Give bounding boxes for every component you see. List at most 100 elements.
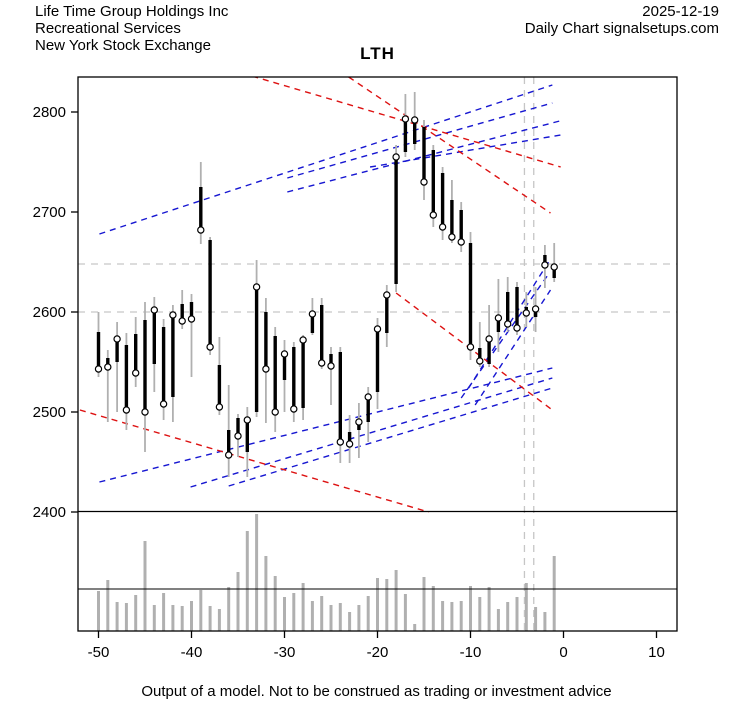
close-marker (355, 418, 363, 426)
close-marker (383, 291, 391, 299)
ohlc-bar (438, 167, 447, 240)
close-marker (420, 178, 428, 186)
ohlc-bar (345, 415, 354, 463)
ohlc-bar (308, 298, 317, 335)
ohlc-bar (355, 403, 363, 458)
close-marker (448, 233, 456, 241)
x-tick-label: 10 (648, 644, 665, 661)
ohlc-bar (327, 347, 335, 405)
close-marker (234, 432, 242, 440)
close-marker (541, 261, 549, 269)
close-marker (113, 335, 121, 343)
ohlc-bar (178, 290, 186, 329)
close-marker (197, 226, 205, 234)
close-marker (159, 400, 168, 408)
blue-trendline (468, 261, 550, 389)
ohlc-bar (401, 94, 410, 157)
y-axis: 2400 2500 2600 2700 2800 (33, 104, 78, 521)
ohlc-bar (383, 285, 391, 347)
reference-lines (78, 77, 677, 631)
blue-trendline (228, 387, 553, 487)
blue-trendline (190, 377, 553, 488)
close-marker (485, 335, 493, 343)
ohlc-bar (485, 305, 493, 367)
blue-trendline (99, 84, 553, 235)
ohlc-bar (476, 322, 484, 367)
y-tick-label: 2400 (33, 504, 66, 521)
close-marker (466, 343, 475, 351)
disclaimer-text: Output of a model. Not to be construed a… (141, 683, 612, 700)
blue-trendline (460, 273, 550, 399)
ohlc-bar (411, 92, 419, 150)
ohlc-bar (141, 302, 149, 452)
ohlc-bar (429, 145, 437, 227)
ohlc-bar (531, 287, 540, 332)
close-marker (169, 311, 177, 319)
close-marker (457, 238, 465, 246)
close-marker (94, 365, 103, 373)
chart-source: Daily Chart signalsetups.com (524, 20, 719, 37)
ohlc-bar (299, 335, 307, 420)
close-marker (299, 336, 307, 344)
header-right: 2025-12-19 Daily Chart signalsetups.com (525, 3, 719, 37)
ohlc-bar (94, 312, 103, 377)
blue-trendline (287, 119, 564, 193)
close-marker (308, 310, 317, 318)
industry-name: Recreational Services (35, 20, 181, 37)
x-tick-label: -30 (274, 644, 296, 661)
red-trendline (252, 77, 561, 168)
close-marker (336, 438, 344, 446)
close-marker (327, 362, 335, 370)
ohlc-bar (448, 180, 456, 243)
ohlc-bar (206, 237, 214, 355)
close-marker (187, 315, 196, 323)
ohlc-bar (243, 407, 251, 477)
blue-trendline (287, 102, 553, 179)
exchange-name: New York Stock Exchange (35, 37, 211, 54)
ohlc-bar (504, 277, 512, 332)
ohlc-bar (494, 279, 503, 352)
x-tick-label: -50 (88, 644, 110, 661)
ohlc-bar (122, 333, 131, 430)
ohlc-bar (318, 298, 326, 369)
company-name: Life Time Group Holdings Inc (35, 3, 229, 20)
ohlc-bar (150, 297, 158, 392)
close-marker (262, 365, 270, 373)
y-tick-label: 2800 (33, 104, 66, 121)
ohlc-bar (522, 292, 531, 327)
close-marker (373, 325, 382, 333)
y-tick-label: 2700 (33, 204, 66, 221)
header-left: Life Time Group Holdings Inc Recreationa… (35, 3, 228, 54)
ohlc-bar (159, 319, 168, 420)
close-marker (280, 350, 289, 358)
red-trendline (79, 409, 429, 513)
ohlc-bar (541, 245, 549, 288)
close-marker (271, 408, 279, 416)
close-marker (522, 309, 531, 317)
ohlc-bar (262, 298, 270, 423)
ticker-title: LTH (360, 44, 395, 63)
ohlc-bar (364, 387, 372, 442)
ohlc-bar (104, 350, 112, 422)
x-tick-label: -10 (460, 644, 482, 661)
ohlc-bar (234, 414, 242, 457)
close-marker (290, 405, 298, 413)
ohlc-bar (197, 162, 205, 244)
ohlc-bar (550, 243, 558, 282)
ohlc-bar (271, 327, 279, 432)
ohlc-bar (466, 232, 475, 360)
close-marker (243, 416, 251, 424)
close-marker (401, 115, 410, 123)
close-marker (224, 451, 233, 459)
close-marker (178, 317, 186, 325)
close-marker (206, 343, 214, 351)
ohlc-bar (131, 317, 140, 387)
close-marker (215, 403, 224, 411)
close-marker (513, 324, 521, 332)
ohlc-bars (94, 92, 558, 477)
x-tick-label: -40 (181, 644, 203, 661)
ohlc-bar (252, 260, 261, 417)
close-marker (141, 408, 149, 416)
